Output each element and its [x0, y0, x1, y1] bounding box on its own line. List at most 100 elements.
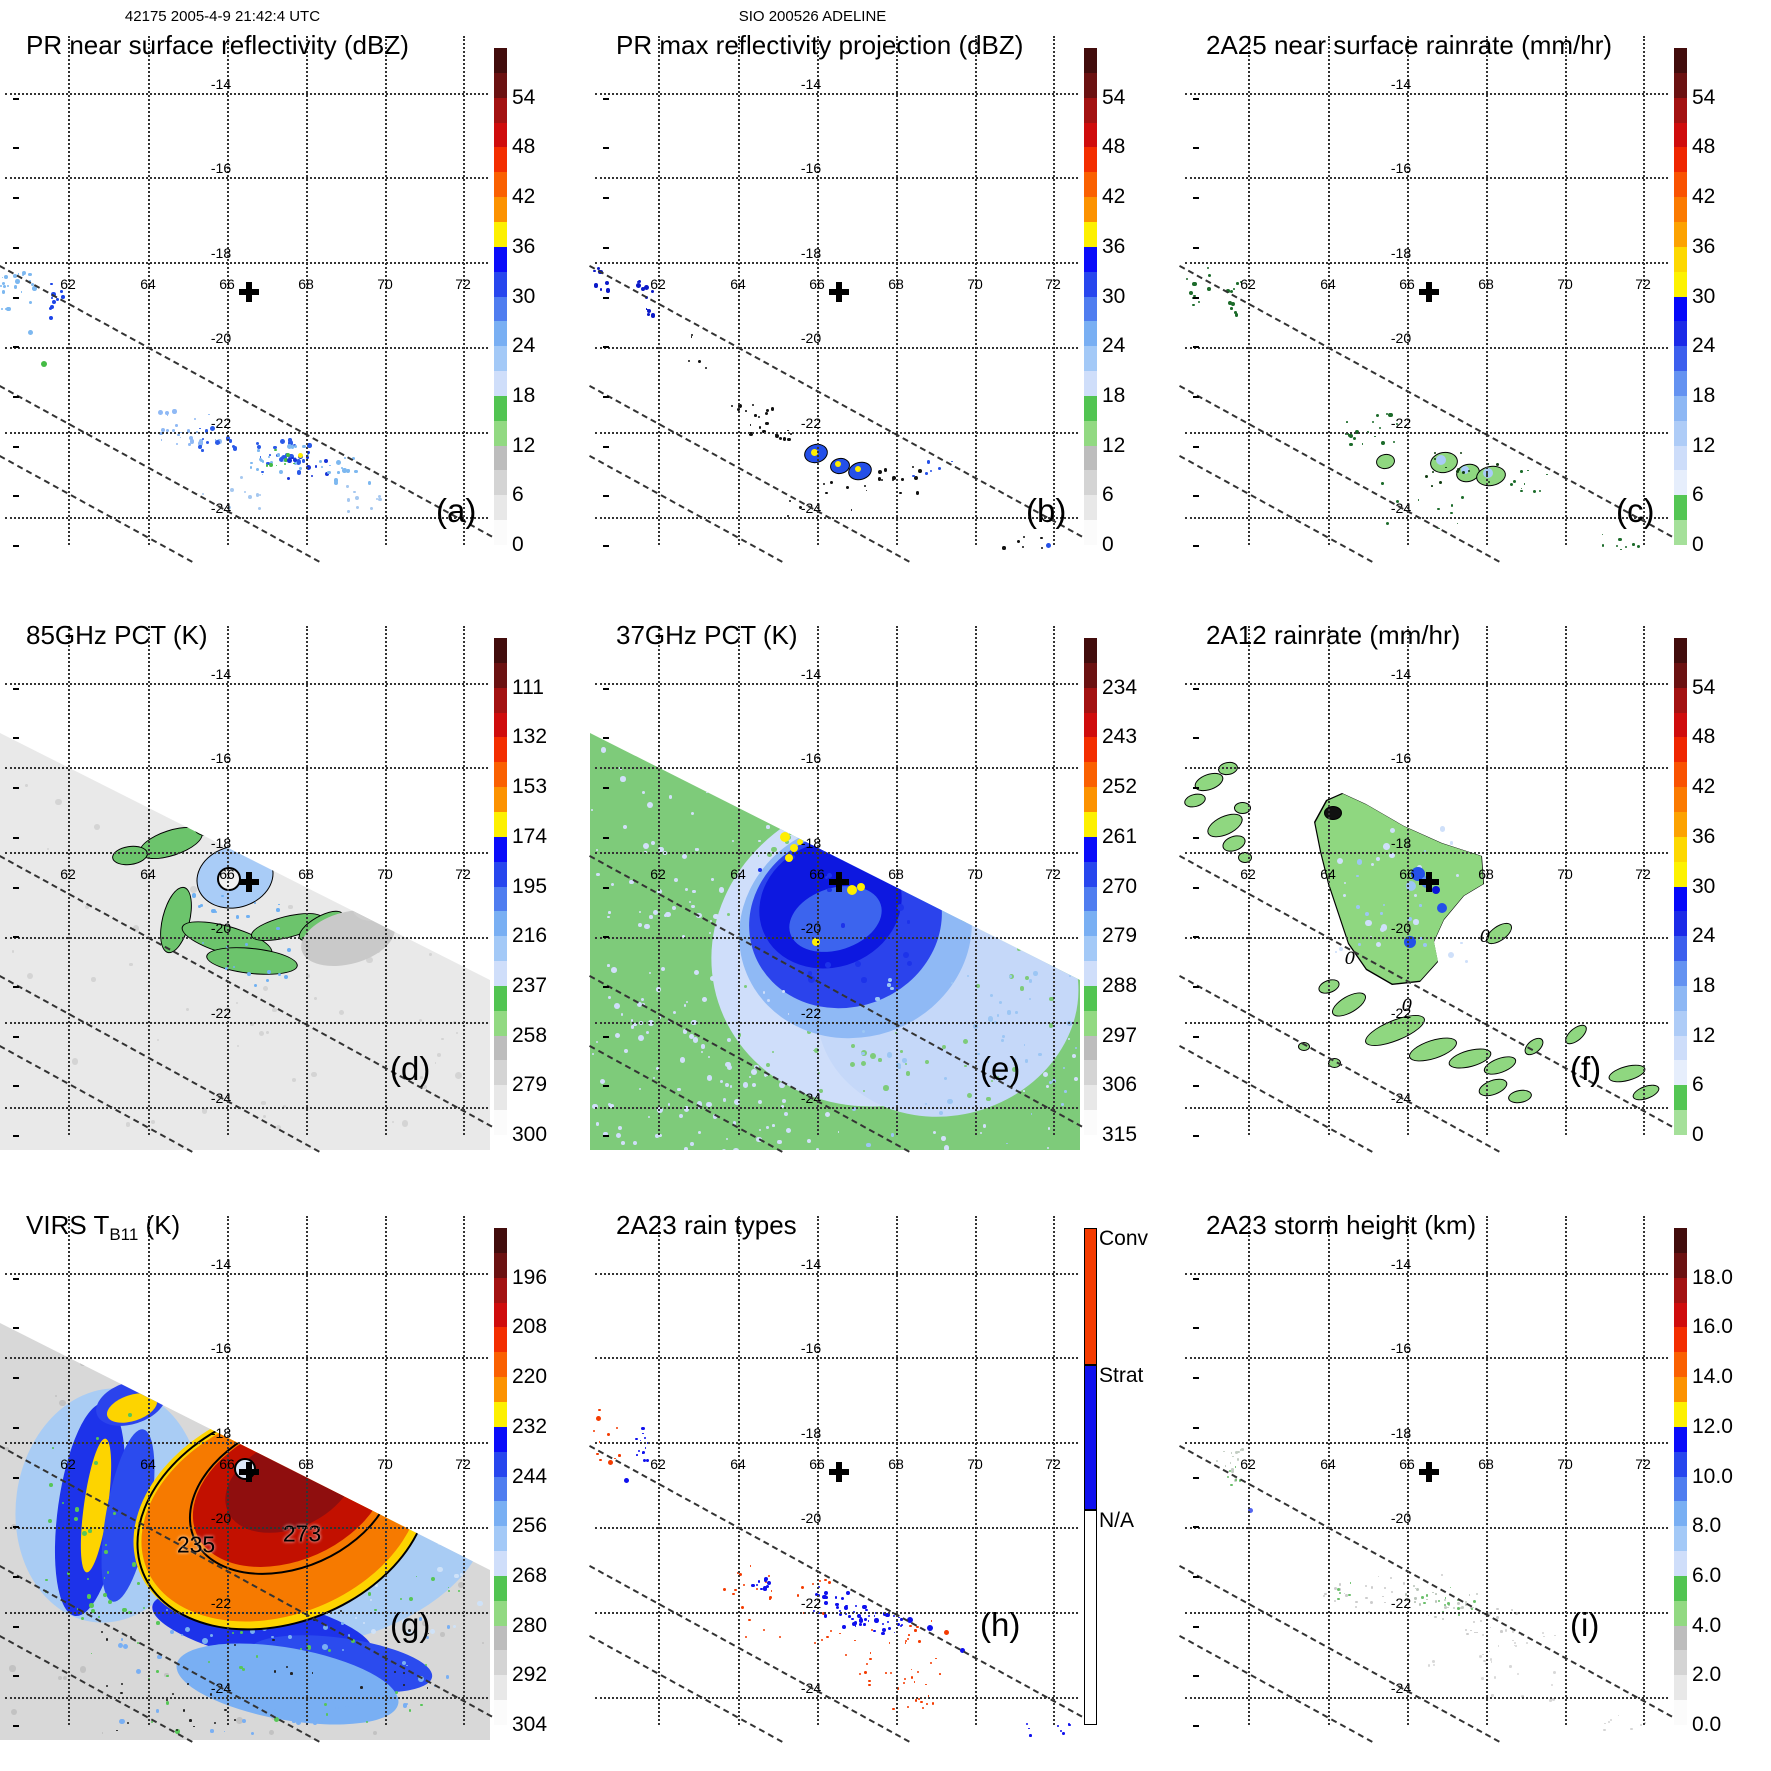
data-speckle — [977, 1052, 980, 1056]
colorbar-segment — [494, 395, 507, 422]
map-gridline-h — [5, 683, 488, 685]
colorbar-tick — [603, 687, 609, 690]
data-speckle — [886, 1620, 889, 1623]
data-speckle — [755, 1588, 759, 1591]
data-speckle — [115, 1729, 118, 1732]
data-speckle — [930, 1620, 933, 1622]
panel-header-text: 42175 2005-4-9 21:42:4 UTC — [124, 8, 321, 25]
data-speckle — [835, 1602, 839, 1606]
data-speckle — [784, 839, 790, 845]
data-speckle — [642, 1432, 644, 1435]
data-speckle — [1227, 301, 1232, 306]
lat-label: -20 — [210, 330, 232, 346]
map-gridline-h — [595, 852, 1078, 854]
lat-label: -16 — [210, 750, 232, 766]
data-speckle — [259, 1031, 265, 1037]
data-speckle — [694, 848, 698, 851]
data-speckle — [190, 886, 197, 893]
data-speckle — [235, 915, 240, 920]
data-speckle — [726, 1038, 731, 1043]
data-blob — [1507, 1088, 1533, 1105]
data-speckle — [1382, 1595, 1384, 1598]
map-gridline-v — [817, 36, 819, 545]
data-speckle — [866, 1142, 871, 1148]
lat-label: -18 — [1390, 245, 1412, 261]
data-speckle — [782, 1098, 787, 1103]
colorbar-segment — [494, 1451, 507, 1477]
data-speckle — [1465, 1601, 1468, 1603]
data-speckle — [682, 1029, 688, 1034]
data-speckle — [55, 798, 62, 806]
data-speckle — [721, 847, 724, 850]
colorbar-segment — [1084, 638, 1097, 664]
data-speckle — [276, 908, 280, 912]
data-speckle — [293, 461, 297, 465]
data-speckle — [74, 1506, 80, 1512]
data-speckle — [1464, 1603, 1468, 1606]
colorbar-segment — [1084, 936, 1097, 962]
data-speckle — [1383, 1587, 1386, 1589]
data-speckle — [334, 480, 339, 485]
data-speckle — [700, 1051, 703, 1054]
data-speckle — [1369, 1601, 1373, 1605]
data-speckle — [1022, 535, 1025, 539]
data-speckle — [1475, 1592, 1479, 1596]
colorbar-segment — [494, 495, 507, 521]
colorbar-segment — [1084, 861, 1097, 887]
colorbar-segment — [1084, 687, 1097, 714]
colorbar-segment — [1674, 961, 1687, 987]
data-speckle — [641, 998, 645, 1002]
data-speckle — [637, 1001, 643, 1007]
colorbar-tick — [1193, 1277, 1199, 1280]
data-speckle — [774, 433, 777, 435]
map-gridline-h — [595, 767, 1078, 769]
colorbar-tick — [603, 97, 609, 100]
data-speckle — [723, 1588, 727, 1592]
data-dot — [1436, 455, 1446, 465]
data-speckle — [732, 1592, 735, 1596]
data-speckle — [941, 1136, 946, 1141]
data-speckle — [1438, 1599, 1441, 1602]
data-speckle — [766, 408, 770, 412]
panel-title: VIRS TB11 (K) — [26, 1210, 180, 1245]
colorbar-segment — [1674, 346, 1687, 372]
data-speckle — [406, 1664, 408, 1667]
data-speckle — [282, 1104, 286, 1108]
colorbar-tick-label: 12 — [512, 433, 536, 457]
data-speckle — [684, 887, 688, 891]
map-features — [1180, 1180, 1670, 1740]
map-gridline-v — [227, 1216, 229, 1725]
data-blob — [1374, 452, 1397, 471]
data-dot — [959, 1647, 965, 1653]
data-speckle — [889, 1671, 893, 1675]
data-speckle — [1526, 1642, 1528, 1644]
data-speckle — [1079, 832, 1080, 836]
data-speckle — [1047, 1127, 1051, 1130]
data-speckle — [360, 1686, 363, 1689]
colorbar-tick — [1193, 687, 1199, 690]
lat-label: -20 — [210, 920, 232, 936]
data-speckle — [225, 946, 228, 949]
colorbar-tick — [1193, 1426, 1199, 1429]
colorbar-tick — [1193, 936, 1199, 939]
lon-label: 72 — [455, 276, 471, 292]
data-speckle — [617, 1125, 623, 1131]
data-speckle — [819, 1579, 822, 1582]
data-speckle — [320, 1720, 323, 1723]
data-speckle — [11, 950, 15, 953]
colorbar-e — [1084, 638, 1097, 1136]
data-speckle — [726, 1040, 731, 1045]
lat-label: -14 — [1390, 76, 1412, 92]
data-speckle — [688, 901, 691, 904]
cross-vbar — [1426, 872, 1432, 892]
data-speckle — [1456, 468, 1460, 472]
data-speckle — [646, 1149, 653, 1150]
data-speckle — [428, 953, 432, 957]
data-speckle — [436, 1052, 441, 1057]
data-speckle — [877, 469, 882, 474]
data-speckle — [1381, 441, 1385, 446]
colorbar-segment — [494, 787, 507, 813]
data-dot — [847, 885, 857, 895]
map-gridline-v — [1565, 36, 1567, 545]
data-speckle — [1489, 1658, 1493, 1661]
